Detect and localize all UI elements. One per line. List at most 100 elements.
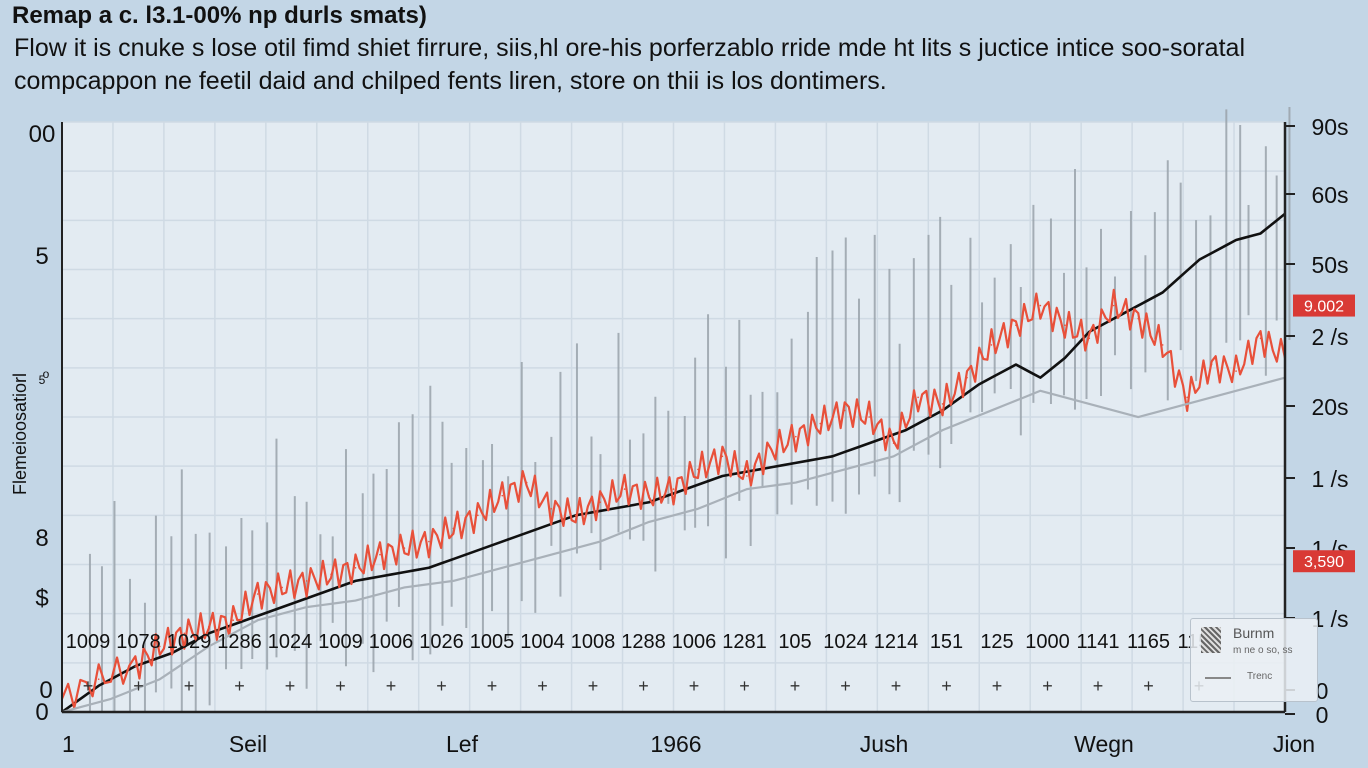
series-point-3	[843, 468, 846, 471]
series-point-1	[795, 462, 797, 464]
series-point-2	[97, 678, 100, 681]
y-tick-label-right: 0	[1316, 678, 1329, 704]
bottom-value-label: 105	[778, 631, 811, 653]
bottom-tick-mark: +	[234, 676, 245, 696]
series-point-3	[648, 521, 650, 523]
series-point-2	[281, 586, 283, 589]
bottom-tick-mark: +	[537, 676, 548, 696]
y-tick-label-left: 5	[39, 373, 46, 387]
series-point-1	[648, 501, 650, 504]
series-point-3	[207, 645, 210, 648]
x-tick-label: Jush	[860, 731, 909, 757]
series-point-2	[819, 422, 822, 425]
series-point-2	[1112, 304, 1115, 307]
legend-swatch-icon	[1201, 627, 1221, 653]
series-point-2	[1235, 370, 1237, 372]
bottom-tick-mark: +	[184, 676, 195, 696]
series-point-3	[256, 619, 259, 622]
bottom-value-label: 1165	[1127, 631, 1170, 653]
series-point-2	[1064, 324, 1066, 327]
value-callout-box	[1293, 294, 1355, 317]
series-point-1	[97, 684, 100, 687]
bottom-value-label: 1214	[874, 631, 919, 653]
series-point-1	[905, 429, 907, 431]
series-point-2	[574, 514, 577, 517]
bottom-value-label: 1288	[621, 631, 666, 653]
bottom-value-label: 1281	[722, 631, 767, 653]
bottom-value-label: 1009	[66, 631, 111, 653]
series-point-2	[672, 488, 675, 490]
series-point-1	[1112, 317, 1115, 320]
series-point-2	[256, 593, 259, 595]
series-point-3	[159, 678, 161, 681]
series-point-2	[966, 376, 968, 379]
series-point-2	[330, 573, 332, 576]
y-tick-label-right: 90s	[1311, 114, 1348, 140]
bottom-tick-mark: +	[133, 676, 144, 696]
chart-title: Remap a c. l3.1-00% np durls smats)	[12, 2, 427, 29]
series-point-2	[892, 442, 895, 445]
series-point-2	[305, 580, 308, 582]
bottom-value-label: 1141	[1076, 631, 1119, 653]
series-point-3	[990, 409, 993, 412]
series-point-2	[1015, 324, 1017, 327]
series-point-2	[403, 547, 406, 549]
series-point-2	[207, 625, 210, 628]
y-tick-label-right: 60s	[1311, 182, 1348, 208]
series-point-3	[599, 540, 601, 543]
bottom-tick-mark: +	[689, 676, 700, 696]
series-point-2	[379, 553, 381, 556]
series-point-2	[1088, 337, 1091, 340]
bottom-tick-mark: +	[386, 676, 397, 696]
bottom-tick-mark: +	[992, 676, 1003, 696]
bottom-value-label: 1026	[419, 631, 464, 653]
bottom-value-label: 1006	[672, 631, 717, 653]
series-point-3	[1039, 389, 1042, 392]
series-point-1	[758, 468, 760, 471]
value-callout-box	[1293, 550, 1355, 573]
y-tick-label-left: 0	[35, 699, 48, 726]
series-point-1	[1161, 291, 1164, 294]
bottom-value-label: 1006	[369, 631, 414, 653]
series-point-1	[868, 442, 870, 445]
series-point-2	[697, 468, 699, 471]
series-point-2	[354, 566, 357, 569]
y-tick-label-right: 0	[1316, 702, 1329, 728]
series-point-3	[354, 599, 357, 602]
y-axis-label-marker: o	[43, 367, 50, 381]
y-tick-label-right: 2 /s	[1311, 324, 1348, 350]
series-point-2	[917, 396, 919, 399]
bottom-value-label: 1005	[470, 631, 515, 653]
series-point-3	[1088, 403, 1091, 405]
series-point-1	[391, 573, 394, 576]
series-point-2	[1259, 337, 1262, 340]
y-tick-label-left: $	[35, 585, 48, 612]
series-point-1	[538, 527, 540, 530]
chart-subtitle: Flow it is cnuke s lose otil fimd shiet …	[14, 34, 1245, 95]
series-point-2	[134, 665, 137, 667]
series-point-2	[1210, 363, 1213, 366]
series-point-2	[1161, 344, 1164, 346]
series-point-2	[623, 488, 626, 490]
series-line-2	[60, 288, 1287, 710]
y-tick-label-left: 8	[35, 525, 48, 552]
series-point-1	[831, 455, 834, 458]
series-point-2	[550, 507, 552, 510]
bottom-tick-mark: +	[1093, 676, 1104, 696]
series-point-1	[281, 606, 283, 608]
value-callout-label: 3,590	[1304, 554, 1344, 571]
series-point-2	[795, 435, 797, 438]
x-tick-label: Jion	[1273, 731, 1315, 757]
bottom-tick-mark: +	[638, 676, 649, 696]
legend-text: m ne o so, ss	[1233, 645, 1293, 656]
series-point-2	[746, 475, 748, 477]
series-point-2	[721, 455, 724, 458]
bottom-tick-mark: +	[891, 676, 902, 696]
x-tick-label: Wegn	[1074, 731, 1134, 757]
series-point-1	[1039, 376, 1042, 379]
series-point-2	[1039, 304, 1042, 307]
bottom-value-label: 1024	[823, 631, 868, 653]
series-point-3	[110, 698, 112, 700]
bottom-tick-mark: +	[83, 676, 94, 696]
